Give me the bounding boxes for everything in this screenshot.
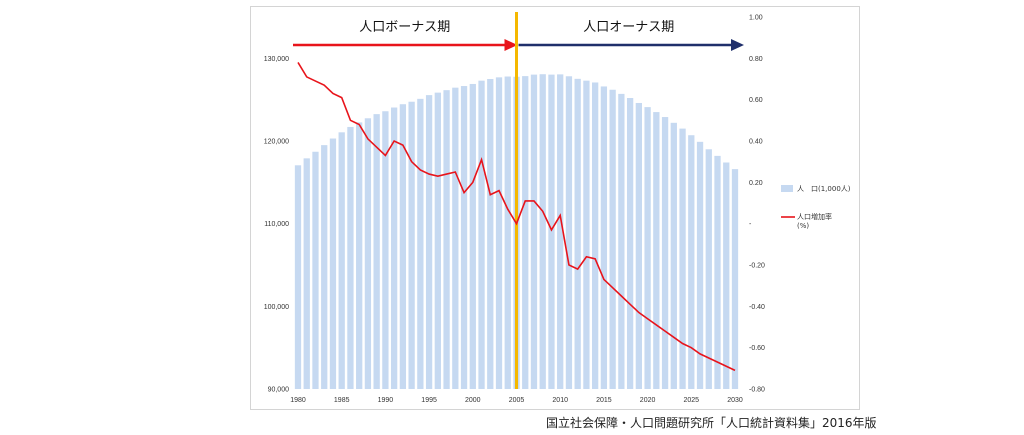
population-bar-1999 — [460, 86, 468, 389]
population-bar-2004 — [504, 76, 511, 390]
left-axis-tick-label: 110,000 — [264, 221, 289, 228]
population-bar-1983 — [321, 145, 328, 389]
population-bar-2028 — [714, 155, 721, 389]
population-bar-2003 — [495, 77, 503, 389]
left-axis-tick-label: 90,000 — [268, 387, 290, 394]
x-axis-tick-label: 1980 — [290, 397, 306, 404]
population-bar-2011 — [565, 76, 573, 390]
x-axis-ticks: 1980 1985 1990 1995 2000 2005 2010 2015 2020 2025… — [290, 397, 743, 404]
population-bar-2001 — [478, 80, 485, 390]
right-axis-tick-label: 0.80 — [749, 56, 763, 63]
population-bar-2021 — [653, 112, 660, 389]
population-bar-2009 — [548, 74, 555, 390]
population-bar-1994 — [417, 98, 424, 389]
population-bar-1997 — [443, 90, 450, 389]
right-axis-tick-label: -0.80 — [749, 387, 765, 394]
population-bar-2000 — [469, 83, 476, 390]
population-chart: 人口ボーナス期 人口オーナス期 90,000 100,000 110,000 120,… — [264, 12, 851, 404]
population-bar-1993 — [408, 101, 415, 389]
right-axis-tick-label: 0.20 — [749, 180, 763, 187]
x-axis-tick-label: 2020 — [640, 397, 656, 404]
population-bar-2026 — [696, 141, 704, 389]
growth-rate-line — [297, 62, 736, 372]
right-axis-tick-label: - — [749, 221, 752, 228]
x-axis-tick-label: 2030 — [727, 397, 743, 404]
x-axis-tick-label: 1995 — [421, 397, 437, 404]
population-bar-1986 — [347, 126, 354, 389]
population-bar-2024 — [679, 128, 686, 389]
population-bar-2014 — [592, 82, 599, 389]
population-bar-1995 — [425, 95, 433, 390]
x-axis-tick-label: 2015 — [596, 397, 612, 404]
x-axis-tick-label: 2000 — [465, 397, 481, 404]
right-axis-tick-label: -0.20 — [749, 263, 765, 270]
population-bar-1992 — [399, 104, 407, 390]
population-bar-1980 — [294, 165, 302, 389]
population-bar-2017 — [618, 93, 625, 389]
population-bar-2016 — [609, 89, 616, 389]
source-caption: 国立社会保障・人口問題研究所「人口統計資料集」2016年版 — [546, 416, 877, 430]
bonus-period-arrow-head — [504, 39, 518, 51]
left-axis-ticks: 90,000 100,000 110,000 120,000 130,000 — [264, 56, 289, 394]
population-bar-1988 — [364, 118, 372, 390]
population-bars — [294, 74, 739, 390]
x-axis-tick-label: 1985 — [334, 397, 350, 404]
population-bar-2018 — [626, 98, 634, 389]
onus-period-arrow-head — [731, 39, 744, 51]
left-axis-tick-label: 100,000 — [264, 304, 289, 311]
x-axis-tick-label: 2005 — [509, 397, 525, 404]
population-bar-2008 — [539, 74, 546, 390]
legend-population-swatch — [781, 185, 793, 192]
legend-rate-label-line: 人口増加率 — [797, 212, 832, 221]
period-arrows — [293, 39, 744, 51]
right-axis-tick-label: -0.40 — [749, 304, 765, 311]
population-bar-2002 — [487, 79, 494, 389]
legend-population-label: 人 口(1,000人) — [797, 185, 851, 193]
population-bar-1981 — [303, 158, 310, 389]
population-bar-1991 — [390, 107, 398, 390]
population-bar-1998 — [452, 87, 459, 390]
population-bar-1996 — [434, 92, 441, 389]
chart-frame: 人口ボーナス期 人口オーナス期 90,000 100,000 110,000 120,… — [250, 6, 860, 410]
right-axis-tick-label: 1.00 — [749, 15, 763, 22]
population-bar-2025 — [688, 135, 695, 389]
bonus-period-label: 人口ボーナス期 — [359, 20, 450, 35]
x-axis-tick-label: 2025 — [684, 397, 700, 404]
onus-period-label: 人口オーナス期 — [583, 20, 674, 35]
right-axis-tick-label: 0.40 — [749, 139, 763, 146]
population-bar-2006 — [522, 76, 529, 390]
population-bar-1990 — [382, 111, 389, 390]
population-bar-1989 — [373, 114, 380, 389]
population-bar-2022 — [661, 117, 669, 389]
population-bar-1984 — [329, 138, 337, 389]
right-axis-tick-label: 0.60 — [749, 97, 763, 104]
population-bar-1987 — [356, 122, 363, 390]
right-axis-tick-label: -0.60 — [749, 345, 765, 352]
population-bar-2010 — [557, 74, 564, 390]
population-bar-2013 — [583, 80, 590, 390]
population-bar-2030 — [731, 169, 739, 389]
population-bar-2019 — [635, 102, 642, 389]
population-bar-1985 — [338, 132, 345, 389]
chart-legend: 人 口(1,000人) 人口増加率(%) — [781, 185, 851, 230]
population-bar-2023 — [670, 122, 677, 389]
population-bar-1982 — [312, 151, 319, 389]
population-bar-2029 — [723, 162, 730, 389]
legend-rate-label: 人口増加率(%) — [797, 212, 832, 230]
population-bar-2015 — [600, 86, 608, 389]
x-axis-tick-label: 1990 — [378, 397, 394, 404]
left-axis-tick-label: 120,000 — [264, 139, 289, 146]
population-bar-2020 — [644, 107, 651, 390]
right-axis-ticks: 1.00 0.80 0.60 0.40 0.20 - -0.20 -0.40 -0.60 -0.8… — [749, 15, 765, 394]
population-bar-2007 — [530, 74, 538, 390]
x-axis-tick-label: 2010 — [552, 397, 568, 404]
population-bar-2027 — [705, 149, 712, 389]
left-axis-tick-label: 130,000 — [264, 56, 289, 63]
legend-rate-label-line: (%) — [797, 222, 809, 230]
population-bar-2012 — [574, 78, 581, 389]
